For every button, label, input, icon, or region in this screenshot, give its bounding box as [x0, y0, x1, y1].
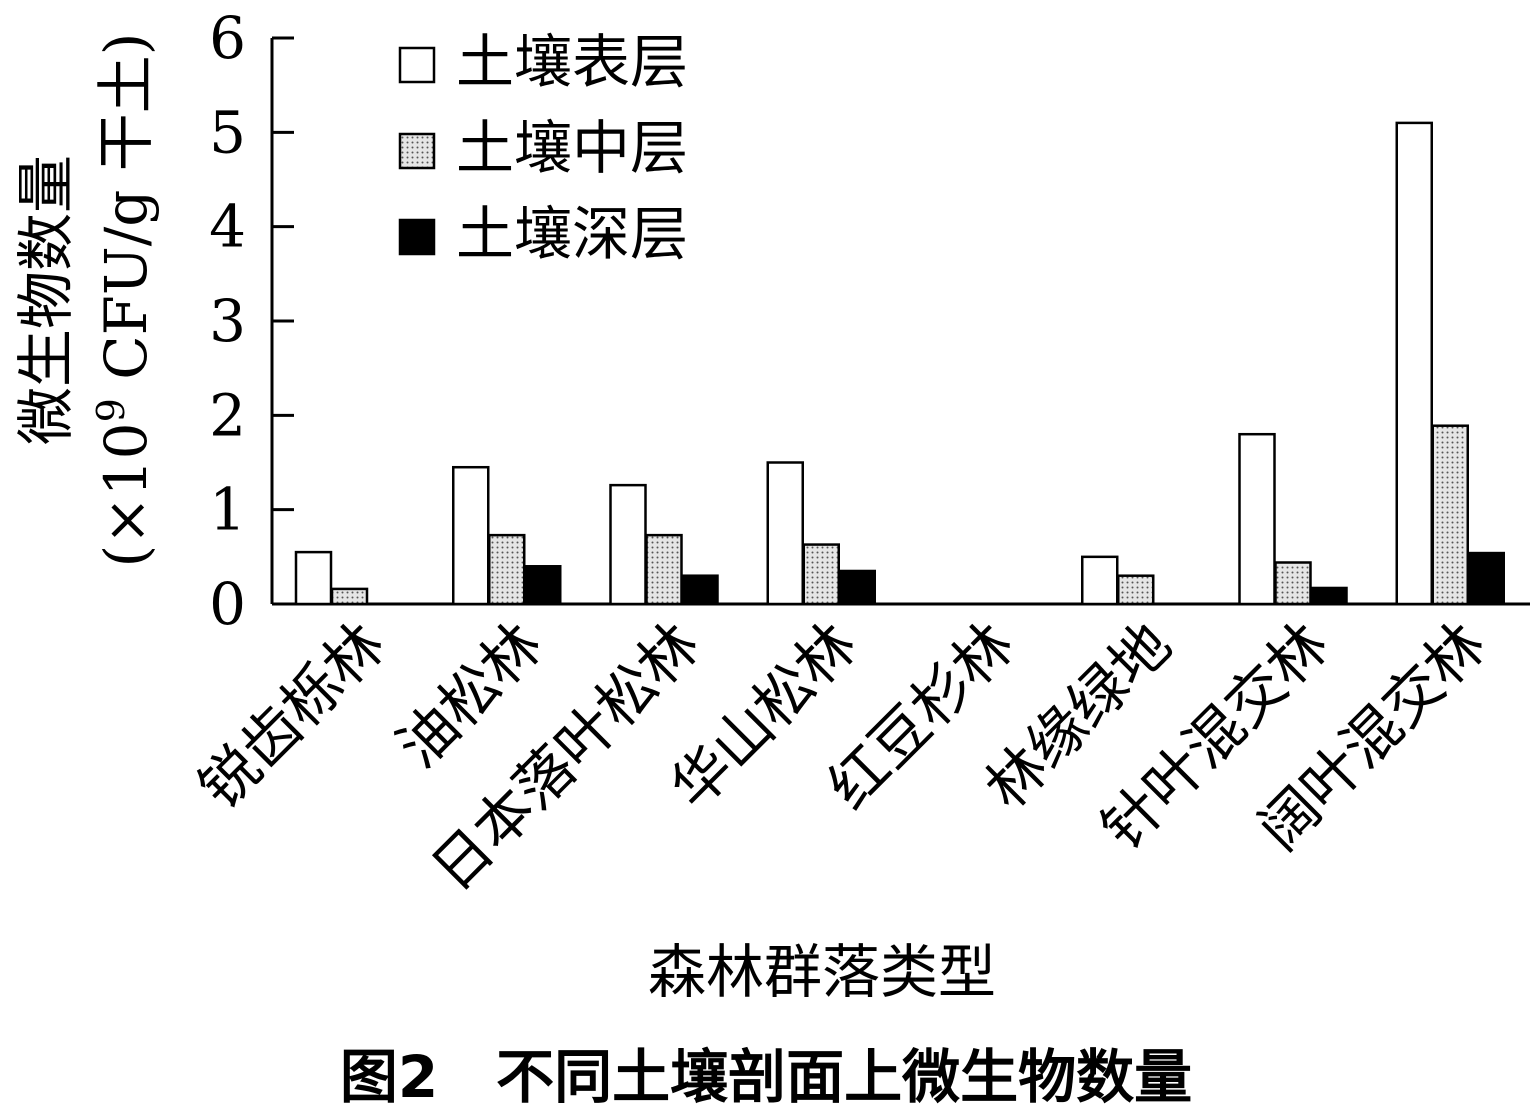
y-tick-label: 2 — [209, 381, 246, 449]
bar — [330, 587, 369, 606]
x-axis-title: 森林群落类型 — [648, 938, 996, 1006]
y-tick-label: 5 — [209, 98, 246, 166]
x-tick-label: 锐齿栎林 — [186, 610, 398, 822]
bar — [766, 461, 804, 606]
bar — [524, 565, 562, 606]
bar — [1081, 555, 1119, 606]
y-tick-label: 0 — [209, 570, 246, 638]
bar — [1310, 586, 1348, 606]
bar — [802, 543, 840, 606]
bar — [1238, 432, 1276, 606]
legend-label: 土壤深层 — [456, 200, 688, 268]
legend-label: 土壤中层 — [456, 114, 688, 182]
bar — [1117, 574, 1155, 606]
figure-caption: 图2 不同土壤剖面上微生物数量 — [339, 1043, 1193, 1111]
legend-label: 土壤表层 — [456, 28, 688, 96]
y-tick-label: 6 — [209, 4, 246, 72]
y-tick-label: 3 — [209, 287, 246, 355]
bar — [609, 483, 647, 606]
legend-swatch — [398, 46, 436, 84]
bars — [294, 121, 1505, 606]
legend-swatch — [398, 132, 436, 170]
legend-swatch — [398, 218, 436, 256]
bar — [1467, 551, 1505, 606]
bar — [294, 550, 333, 606]
bar — [681, 574, 719, 606]
bar — [1395, 121, 1433, 606]
y-axis-title: 微生物数量 — [12, 155, 80, 445]
bar — [488, 533, 526, 606]
bar — [1431, 424, 1469, 606]
bar — [452, 465, 490, 606]
y-tick-label: 1 — [209, 476, 246, 544]
bar — [1274, 561, 1312, 606]
y-tick-label: 4 — [209, 193, 246, 261]
bar — [645, 533, 683, 606]
bar — [838, 569, 876, 606]
y-axis-unit: (×109 CFU/g 干土) — [89, 33, 160, 568]
